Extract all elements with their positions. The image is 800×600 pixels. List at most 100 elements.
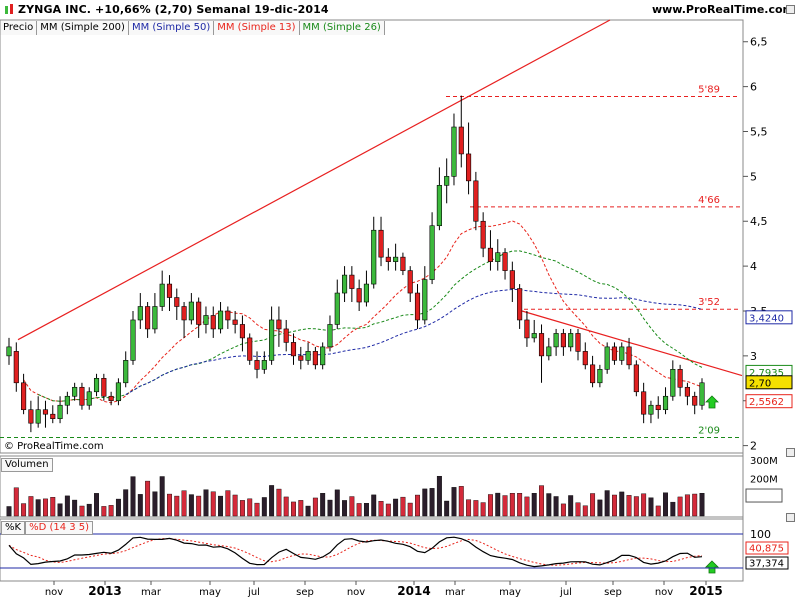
candle[interactable] [181,306,187,321]
candle[interactable] [196,301,202,325]
candle[interactable] [276,319,282,330]
volume-bar[interactable] [276,488,282,517]
volume-bar[interactable] [502,495,508,517]
candle[interactable] [35,409,41,424]
candle[interactable] [21,382,27,411]
volume-bar[interactable] [312,497,318,517]
volume-bar[interactable] [79,505,85,517]
candle[interactable] [495,252,501,262]
candle[interactable] [334,292,340,325]
volume-bar[interactable] [108,505,114,517]
candle[interactable] [436,185,442,227]
volume-bar[interactable] [196,495,202,517]
volume-bar[interactable] [210,491,216,517]
candle[interactable] [414,292,421,321]
volume-bar[interactable] [349,496,355,517]
candle[interactable] [203,315,209,325]
candle[interactable] [655,404,661,411]
candle[interactable] [290,342,297,357]
legend-ma200[interactable]: MM (Simple 200) [37,21,129,35]
candle[interactable] [662,395,669,411]
volume-bar[interactable] [684,494,690,517]
volume-bar[interactable] [633,496,639,517]
volume-bar[interactable] [305,505,311,517]
candle[interactable] [524,319,530,339]
volume-bar[interactable] [13,487,19,517]
candle[interactable] [356,288,362,303]
volume-bar[interactable] [582,505,588,517]
candle[interactable] [502,252,508,271]
stochastic-collapse-button[interactable] [786,513,795,522]
volume-bar[interactable] [28,496,34,517]
volume-bar[interactable] [612,494,617,517]
candle[interactable] [50,413,56,419]
volume-bar[interactable] [393,498,399,517]
candle[interactable] [473,180,479,222]
legend-ma26[interactable]: MM (Simple 26) [299,21,385,35]
volume-bar[interactable] [626,495,632,517]
d-label[interactable]: %D (14 3 5) [25,521,94,535]
candle[interactable] [239,324,245,339]
volume-bar[interactable] [115,498,121,517]
candle[interactable] [466,153,472,182]
volume-bar[interactable] [517,493,523,517]
candle[interactable] [64,395,70,406]
volume-bar[interactable] [218,495,224,517]
volume-bar[interactable] [619,491,625,517]
candle[interactable] [188,301,194,321]
candle[interactable] [312,351,318,366]
volume-bar[interactable] [123,489,129,517]
candle[interactable] [269,319,275,361]
candle[interactable] [305,351,311,361]
volume-bar[interactable] [239,500,245,517]
candle[interactable] [13,351,19,384]
volume-bar[interactable] [641,493,647,517]
candle[interactable] [451,126,457,177]
candle[interactable] [28,409,34,424]
volume-bar[interactable] [86,503,92,517]
candle[interactable] [546,346,552,357]
candle[interactable] [320,346,326,366]
candle[interactable] [422,279,428,321]
candle[interactable] [152,306,158,330]
candle[interactable] [261,360,267,370]
legend-price[interactable]: Precio [0,21,38,35]
candle[interactable] [648,404,654,415]
volume-bar[interactable] [451,487,457,517]
volume-bar[interactable] [159,476,165,517]
volume-bar[interactable] [531,493,537,517]
volume-bar[interactable] [232,494,238,517]
volume-bar[interactable] [254,502,260,517]
stoch-k-line[interactable] [8,536,703,568]
candle[interactable] [444,176,450,186]
volume-bar[interactable] [363,503,369,517]
volume-bar[interactable] [655,505,661,517]
candle[interactable] [378,229,384,258]
volume-bar[interactable] [247,498,253,517]
candle[interactable] [108,395,114,402]
volume-bar[interactable] [670,501,676,517]
candle[interactable] [670,369,676,397]
candle[interactable] [145,306,151,330]
volume-bar[interactable] [466,499,472,517]
candle[interactable] [677,369,683,388]
volume-bar[interactable] [64,495,70,517]
volume-bar[interactable] [298,500,304,517]
volume-bar[interactable] [72,499,78,517]
volume-bar[interactable] [50,497,56,517]
candle[interactable] [611,346,618,361]
volume-bar[interactable] [371,494,377,517]
candle[interactable] [480,220,486,249]
candle[interactable] [538,333,545,357]
candle[interactable] [553,333,559,348]
volume-bar[interactable] [560,503,566,517]
candle[interactable] [429,225,435,280]
ma50-line[interactable] [125,288,703,396]
volume-bar[interactable] [422,488,428,517]
volume-bar[interactable] [524,496,530,517]
volume-bar[interactable] [546,493,552,517]
candle[interactable] [341,274,348,294]
candle[interactable] [517,288,523,321]
volume-bar[interactable] [604,490,610,517]
falling-trendline[interactable] [521,310,743,377]
